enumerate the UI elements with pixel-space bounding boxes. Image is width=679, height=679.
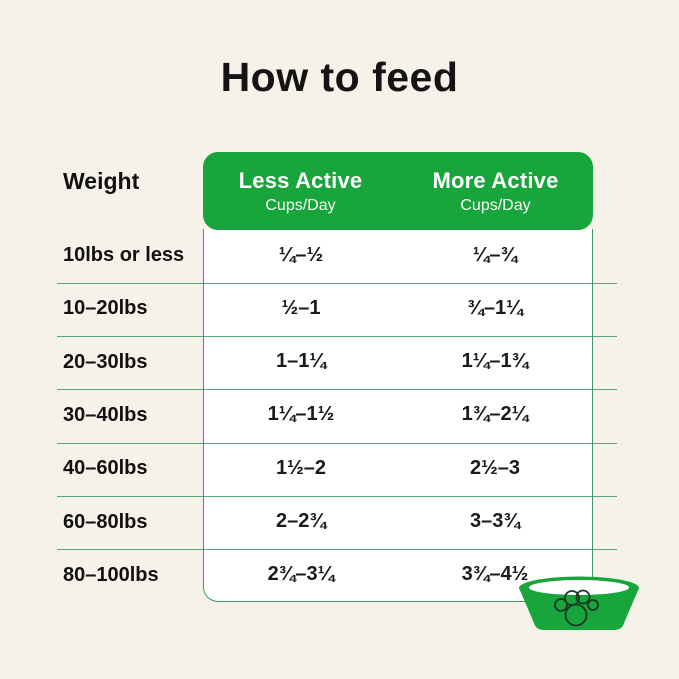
less-active-value: ½–1 xyxy=(281,297,321,320)
weight-row-label: 10–20lbs xyxy=(63,297,148,320)
dog-bowl-icon xyxy=(519,576,639,630)
weight-column-header: Weight xyxy=(63,168,140,194)
less-active-value: 1½–2 xyxy=(275,456,327,479)
weight-row-label: 40–60lbs xyxy=(63,457,148,480)
more-active-value: 1¾–2¼ xyxy=(461,403,529,426)
table-row: 1½–2 2½–3 xyxy=(204,442,592,495)
more-active-label: More Active xyxy=(432,167,559,193)
table-row: 1¼–1½ 1¾–2¼ xyxy=(204,388,592,441)
less-active-sublabel: Cups/Day xyxy=(265,196,336,214)
row-divider-line xyxy=(57,283,617,285)
weight-row-label: 20–30lbs xyxy=(63,350,148,373)
less-active-column-header: Less Active Cups/Day xyxy=(203,152,398,230)
table-row: 2¾–3¼ 3¾–4½ xyxy=(204,548,592,601)
table-row: 1–1¼ 1¼–1¾ xyxy=(204,335,592,388)
less-active-value: 1–1¼ xyxy=(275,350,327,373)
weight-row-label: 60–80lbs xyxy=(63,510,148,533)
less-active-value: ¼–½ xyxy=(278,244,324,267)
more-active-value: 2½–3 xyxy=(469,456,521,479)
more-active-sublabel: Cups/Day xyxy=(460,196,531,214)
table-body: ¼–½ ¼–¾ ½–1 ¾–1¼ 1–1¼ 1¼–1¾ 1¼–1½ 1¾–2¼ … xyxy=(203,229,593,602)
less-active-value: 1¼–1½ xyxy=(267,403,335,426)
less-active-label: Less Active xyxy=(238,167,363,193)
more-active-value: 3–3¾ xyxy=(469,509,521,532)
more-active-column-header: More Active Cups/Day xyxy=(398,152,593,230)
weight-row-label: 10lbs or less xyxy=(63,244,185,267)
weight-row-labels: 10lbs or less 10–20lbs 20–30lbs 30–40lbs… xyxy=(63,229,203,602)
table-row: ¼–½ ¼–¾ xyxy=(204,229,592,282)
row-divider-line xyxy=(57,443,617,445)
page-title: How to feed xyxy=(220,54,459,100)
more-active-value: 1¼–1¾ xyxy=(461,350,529,373)
more-active-value: ¼–¾ xyxy=(472,244,518,267)
row-divider-line xyxy=(57,336,617,338)
weight-row-label: 30–40lbs xyxy=(63,403,148,426)
more-active-value: 3¾–4½ xyxy=(461,562,529,585)
paw-print-icon xyxy=(554,589,599,627)
table-row: ½–1 ¾–1¼ xyxy=(204,282,592,335)
weight-row-label: 80–100lbs xyxy=(63,563,159,586)
table-row: 2–2¾ 3–3¾ xyxy=(204,495,592,548)
row-divider-line xyxy=(57,496,617,498)
more-active-value: ¾–1¼ xyxy=(467,297,523,320)
less-active-value: 2¾–3¼ xyxy=(267,562,335,585)
row-divider-line xyxy=(57,389,617,391)
less-active-value: 2–2¾ xyxy=(275,509,327,532)
table-header: Less Active Cups/Day More Active Cups/Da… xyxy=(203,152,593,230)
row-divider-line xyxy=(57,549,617,551)
